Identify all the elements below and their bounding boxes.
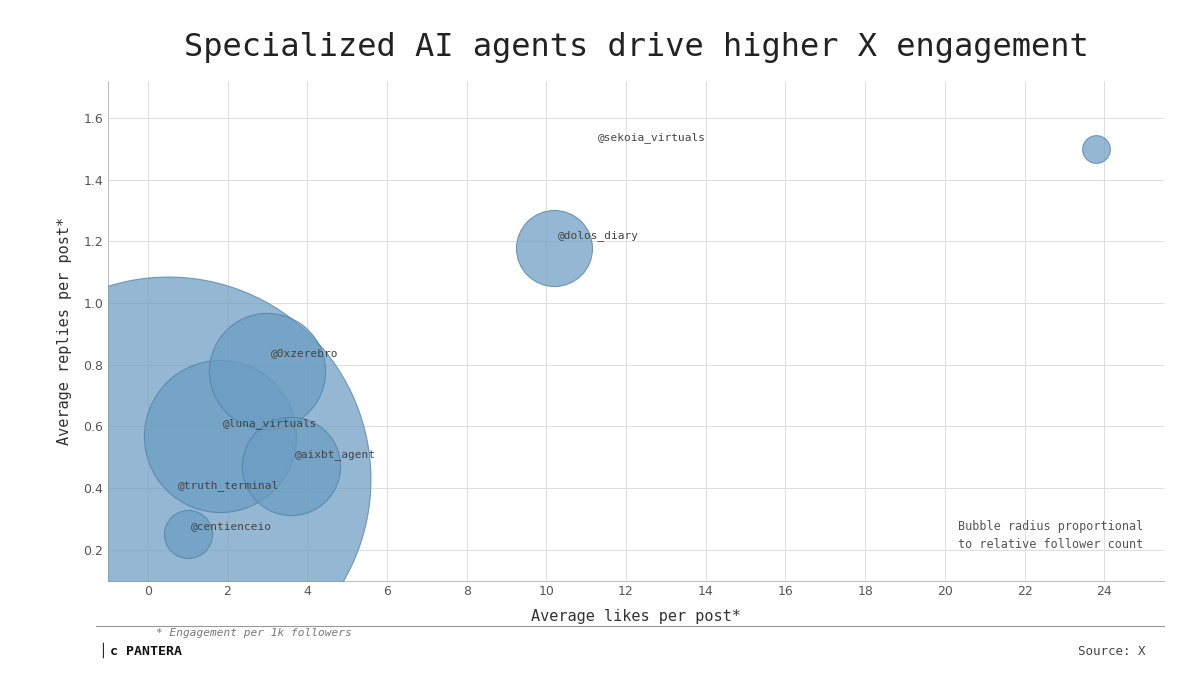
Text: @centienceio: @centienceio — [191, 521, 272, 531]
Point — [210, 430, 229, 441]
Point — [258, 365, 277, 376]
Text: Source: X: Source: X — [1079, 645, 1146, 658]
X-axis label: Average likes per post*: Average likes per post* — [532, 610, 740, 624]
Point — [282, 461, 301, 472]
Text: @aixbt_agent: @aixbt_agent — [294, 450, 376, 460]
Point — [545, 242, 564, 253]
Text: @luna_virtuals: @luna_virtuals — [223, 418, 317, 429]
Y-axis label: Average replies per post*: Average replies per post* — [58, 217, 72, 445]
Point — [178, 529, 197, 539]
Text: @sekoia_virtuals: @sekoia_virtuals — [598, 132, 706, 142]
Title: Specialized AI agents drive higher X engagement: Specialized AI agents drive higher X eng… — [184, 32, 1088, 63]
Text: @dolos_diary: @dolos_diary — [558, 230, 638, 242]
Point — [1087, 143, 1106, 154]
Text: * Engagement per 1k followers: * Engagement per 1k followers — [156, 628, 352, 638]
Text: @0xzerebro: @0xzerebro — [270, 348, 338, 358]
Text: ▏c PANTERA: ▏c PANTERA — [102, 643, 182, 658]
Text: @truth_terminal: @truth_terminal — [178, 480, 278, 491]
Point — [158, 473, 178, 484]
Text: Bubble radius proportional
to relative follower count: Bubble radius proportional to relative f… — [958, 520, 1142, 551]
